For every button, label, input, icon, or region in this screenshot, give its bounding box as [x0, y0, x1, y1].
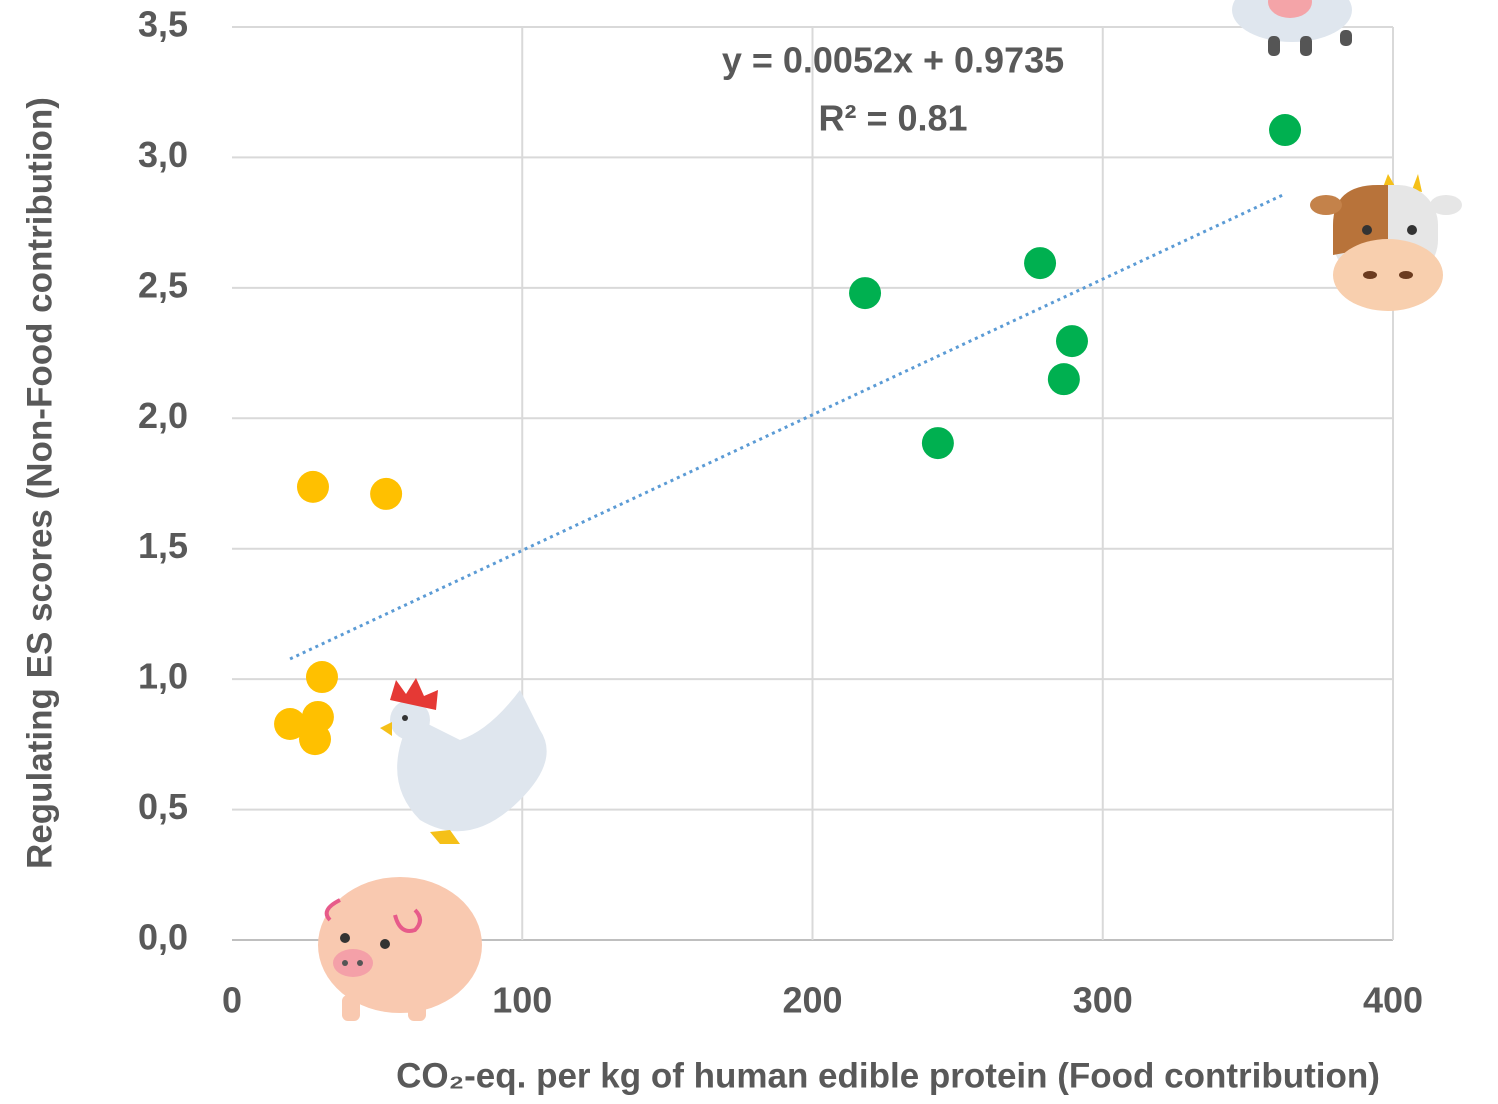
- y-tick-label: 1,5: [138, 525, 188, 566]
- y-tick-label: 0,5: [138, 786, 188, 827]
- data-point: [296, 470, 329, 503]
- data-point: [1024, 247, 1057, 280]
- x-tick-label: 0: [222, 980, 242, 1021]
- x-tick-label: 300: [1073, 980, 1133, 1021]
- x-axis-title: CO₂-eq. per kg of human edible protein (…: [396, 1056, 1380, 1095]
- y-tick-label: 2,0: [138, 395, 188, 436]
- data-point: [274, 708, 307, 741]
- data-point: [1055, 325, 1088, 358]
- y-axis-title: Regulating ES scores (Non-Food contribut…: [20, 97, 59, 869]
- animal-icons: [318, 0, 1462, 1021]
- data-point: [370, 477, 403, 510]
- pig-icon: [318, 877, 482, 1021]
- cow-icon: [1310, 174, 1462, 311]
- data-point: [921, 427, 954, 460]
- x-tick-label: 200: [782, 980, 842, 1021]
- plot-area: [232, 26, 1394, 941]
- r-squared: R² = 0.81: [818, 98, 967, 139]
- x-tick-label: 100: [492, 980, 552, 1021]
- trendline-equation: y = 0.0052x + 0.9735: [722, 40, 1064, 81]
- x-tick-label: 400: [1363, 980, 1423, 1021]
- data-point: [1047, 363, 1080, 396]
- sheep-icon: [1232, 0, 1352, 56]
- y-tick-label: 2,5: [138, 264, 188, 305]
- data-point: [305, 661, 338, 694]
- y-tick-label: 3,5: [138, 4, 188, 45]
- y-tick-label: 3,0: [138, 134, 188, 175]
- y-tick-label: 1,0: [138, 656, 188, 697]
- data-point: [1269, 114, 1302, 147]
- data-point: [299, 723, 332, 756]
- trendline: [289, 192, 1286, 661]
- y-tick-label: 0,0: [138, 917, 188, 958]
- data-point: [849, 277, 882, 310]
- chicken-icon: [380, 678, 547, 844]
